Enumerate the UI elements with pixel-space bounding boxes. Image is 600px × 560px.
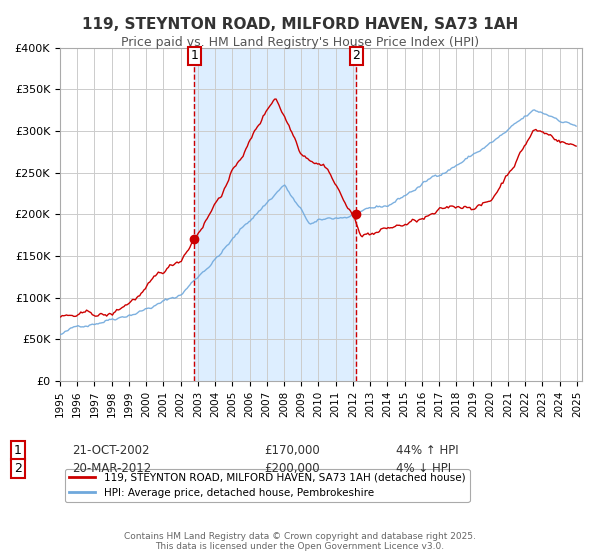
Text: £170,000: £170,000 [264, 444, 320, 458]
Text: £200,000: £200,000 [264, 462, 320, 475]
Text: 21-OCT-2002: 21-OCT-2002 [72, 444, 149, 458]
Text: 1: 1 [190, 49, 198, 62]
Legend: 119, STEYNTON ROAD, MILFORD HAVEN, SA73 1AH (detached house), HPI: Average price: 119, STEYNTON ROAD, MILFORD HAVEN, SA73 … [65, 469, 470, 502]
Bar [194, 48, 356, 381]
Text: 2: 2 [14, 462, 22, 475]
Text: 44% ↑ HPI: 44% ↑ HPI [396, 444, 458, 458]
Text: Price paid vs. HM Land Registry's House Price Index (HPI): Price paid vs. HM Land Registry's House … [121, 36, 479, 49]
Text: 4% ↓ HPI: 4% ↓ HPI [396, 462, 451, 475]
Text: 119, STEYNTON ROAD, MILFORD HAVEN, SA73 1AH: 119, STEYNTON ROAD, MILFORD HAVEN, SA73 … [82, 17, 518, 32]
Text: 20-MAR-2012: 20-MAR-2012 [72, 462, 151, 475]
Text: 1: 1 [14, 444, 22, 458]
Text: Contains HM Land Registry data © Crown copyright and database right 2025.
This d: Contains HM Land Registry data © Crown c… [124, 532, 476, 552]
Text: 2: 2 [353, 49, 361, 62]
